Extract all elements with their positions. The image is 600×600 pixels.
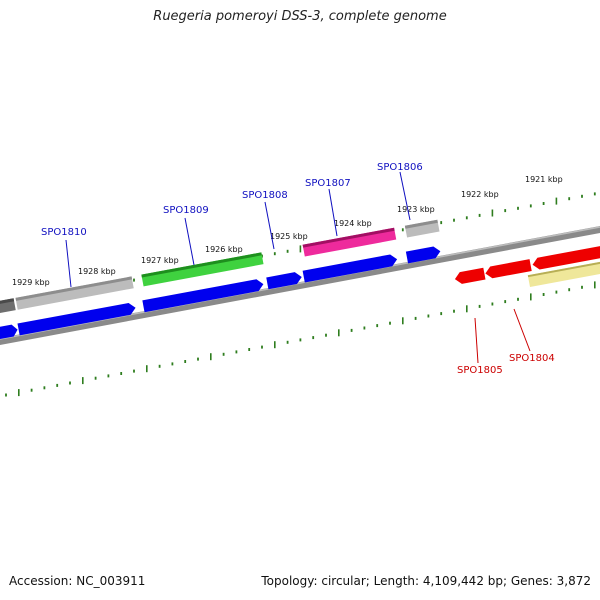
gene-arrow-blue[interactable] (142, 278, 264, 313)
gene-arrow-red[interactable] (484, 259, 532, 279)
feature-gray-spo1806 (404, 219, 440, 238)
leader-line (399, 171, 411, 221)
feature-gray-spo1810 (15, 276, 134, 310)
leader-line (264, 201, 275, 250)
scale-label: 1926 kbp (205, 245, 243, 254)
gene-label-spo1805[interactable]: SPO1805 (457, 365, 503, 376)
gene-label-spo1807[interactable]: SPO1807 (305, 178, 351, 189)
gene-arrow-red[interactable] (454, 267, 486, 285)
page-title: Ruegeria pomeroyi DSS-3, complete genome (153, 9, 447, 24)
genome-summary: Topology: circular; Length: 4,109,442 bp… (261, 574, 591, 588)
gene-arrow-blue[interactable] (405, 245, 442, 264)
scale-labels: 1929 kbp 1928 kbp 1927 kbp 1926 kbp 1925… (12, 175, 563, 287)
feature-khaki (527, 260, 600, 287)
gene-label-spo1809[interactable]: SPO1809 (163, 205, 209, 216)
forward-strand-genes (0, 245, 442, 339)
gene-label-spo1808[interactable]: SPO1808 (242, 190, 288, 201)
gene-arrow-blue[interactable] (0, 324, 19, 339)
feature-dark-gray (0, 298, 16, 313)
outer-feature-ring (0, 219, 440, 313)
accession-label: Accession: NC_003911 (9, 574, 146, 588)
reverse-strand-genes (454, 245, 600, 285)
gene-arrow-blue[interactable] (266, 271, 303, 290)
gene-arrow-blue[interactable] (17, 302, 136, 336)
leader-line (184, 217, 195, 266)
scale-label: 1929 kbp (12, 278, 50, 287)
scale-label: 1927 kbp (141, 256, 179, 265)
scale-label: 1922 kbp (461, 190, 499, 199)
gene-label-spo1804[interactable]: SPO1804 (509, 353, 555, 364)
upper-gene-labels: SPO1810 SPO1809 SPO1808 SPO1807 SPO1806 (41, 162, 423, 288)
scale-label: 1924 kbp (334, 219, 372, 228)
leader-line (474, 317, 479, 364)
gene-arrow-red[interactable] (531, 245, 600, 271)
gene-label-spo1806[interactable]: SPO1806 (377, 162, 423, 173)
scale-label: 1925 kbp (270, 232, 308, 241)
scale-label: 1921 kbp (525, 175, 563, 184)
leader-line (328, 188, 338, 237)
leader-line (513, 308, 531, 352)
scale-label: 1923 kbp (397, 205, 435, 214)
gene-arrow-blue[interactable] (302, 253, 399, 283)
scale-label: 1928 kbp (78, 267, 116, 276)
leader-line (65, 239, 72, 288)
gene-label-spo1810[interactable]: SPO1810 (41, 227, 87, 238)
lower-gene-labels: SPO1805 SPO1804 (457, 308, 555, 376)
feature-green-spo1809 (141, 252, 264, 287)
feature-magenta-spo1807 (302, 227, 397, 257)
